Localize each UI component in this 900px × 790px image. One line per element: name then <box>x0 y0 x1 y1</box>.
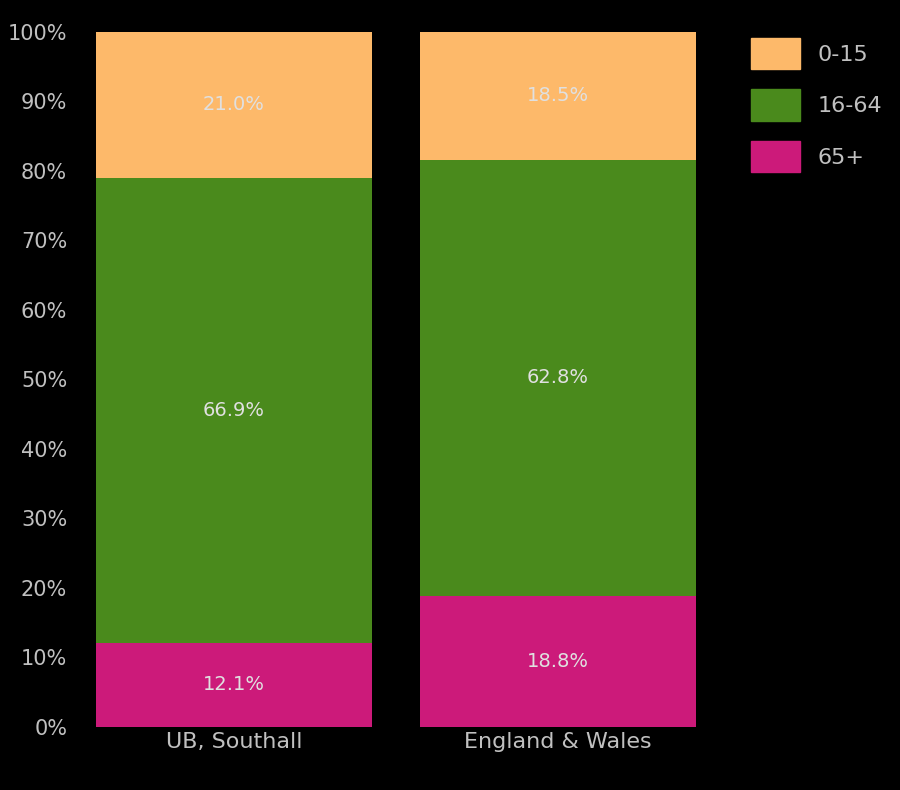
Bar <box>420 596 696 727</box>
Text: 66.9%: 66.9% <box>203 401 265 419</box>
Text: 18.5%: 18.5% <box>526 85 590 105</box>
Text: 62.8%: 62.8% <box>527 368 589 387</box>
Legend: 0-15, 16-64, 65+: 0-15, 16-64, 65+ <box>740 27 894 183</box>
Bar <box>96 178 372 643</box>
Bar <box>96 32 372 178</box>
Text: 12.1%: 12.1% <box>203 675 265 694</box>
Bar <box>420 31 696 160</box>
Text: 21.0%: 21.0% <box>203 95 265 114</box>
Bar <box>420 160 696 596</box>
Bar <box>96 643 372 727</box>
Text: 18.8%: 18.8% <box>527 652 589 671</box>
